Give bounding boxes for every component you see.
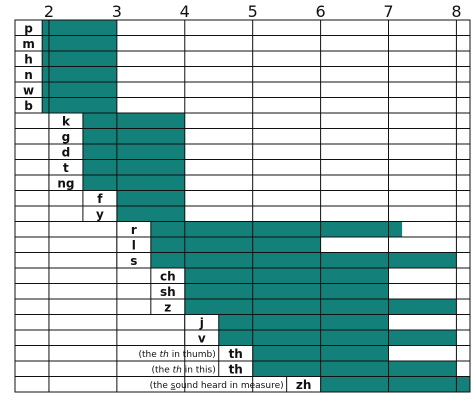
- sound-label: y: [96, 207, 104, 221]
- sound-label: l: [132, 238, 136, 252]
- bar-w: [42, 82, 117, 98]
- sound-label: t: [63, 161, 69, 175]
- bar-r: [150, 221, 403, 237]
- x-tick-label: 6: [316, 2, 326, 21]
- sound-label: b: [24, 99, 33, 113]
- bar-zh: [320, 376, 470, 392]
- sound-label-box: [116, 252, 152, 269]
- grid-layer: [14, 19, 471, 393]
- bar-g: [82, 128, 185, 144]
- x-tick-label: 3: [112, 2, 122, 21]
- sound-label: j: [199, 316, 204, 330]
- bar-y: [116, 206, 185, 222]
- sound-label-box: [150, 298, 186, 315]
- sound-label: n: [24, 68, 33, 82]
- bar-k: [82, 113, 185, 129]
- bar-n: [42, 66, 117, 82]
- bar-ng: [82, 175, 185, 191]
- sound-label: th: [229, 362, 243, 376]
- sound-label: th: [229, 347, 243, 361]
- bar-t: [82, 159, 185, 175]
- sound-label: sh: [160, 285, 176, 299]
- sound-label-box: [48, 174, 84, 191]
- sound-label-box: [286, 376, 322, 393]
- bar-h: [42, 51, 117, 67]
- sound-label: m: [22, 37, 35, 51]
- sound-label: p: [24, 21, 33, 35]
- sound-label: ng: [57, 176, 74, 190]
- bar-b: [42, 97, 117, 113]
- x-tick-label: 4: [180, 2, 190, 21]
- x-tick-label: 2: [44, 2, 54, 21]
- ticks-layer: 2 3 4 5 6 7 8: [44, 2, 462, 21]
- sound-note: (the sound heard in measure): [150, 381, 284, 391]
- bar-d: [82, 144, 185, 160]
- bar-ch: [184, 268, 389, 284]
- sound-label: d: [62, 145, 71, 159]
- sound-label: v: [198, 331, 206, 345]
- sound-label: w: [23, 83, 34, 97]
- sound-note: (the th in this): [151, 365, 215, 375]
- sound-label-box: [82, 205, 118, 222]
- bar-m: [42, 35, 117, 51]
- bar-f: [116, 190, 185, 206]
- bar-s: [150, 252, 457, 268]
- sound-label-box: [14, 97, 43, 114]
- sound-label: z: [164, 300, 171, 314]
- bar-v: [218, 330, 457, 346]
- x-tick-label: 5: [248, 2, 258, 21]
- bar-j: [218, 314, 389, 330]
- sound-note: (the th in thumb): [138, 350, 215, 360]
- sound-label: ch: [160, 269, 176, 283]
- sound-label: k: [62, 114, 71, 128]
- bar-th: [252, 361, 457, 377]
- sound-label: r: [131, 223, 137, 237]
- x-tick-label: 7: [383, 2, 393, 21]
- bar-sh: [184, 283, 389, 299]
- sound-label: h: [24, 52, 33, 66]
- bar-p: [42, 20, 117, 36]
- sound-label: s: [130, 254, 137, 268]
- sound-label: zh: [296, 378, 312, 392]
- sound-label-box: [184, 329, 220, 346]
- sound-label-box: [218, 360, 254, 377]
- plot-frame: [14, 19, 471, 393]
- sound-label: f: [97, 192, 103, 206]
- bar-l: [150, 237, 321, 253]
- sound-label: g: [62, 130, 71, 144]
- x-tick-label: 8: [451, 2, 461, 21]
